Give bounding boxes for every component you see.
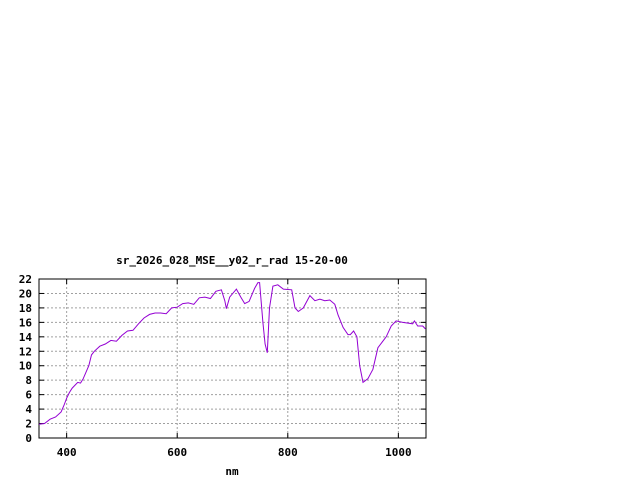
y-tick-label: 10 (19, 360, 32, 373)
plot-frame (38, 278, 427, 439)
x-tick-label: 600 (167, 446, 187, 459)
y-tick-label: 20 (19, 287, 32, 300)
y-tick-label: 22 (19, 273, 32, 286)
ticks (39, 278, 426, 439)
y-tick-label: 2 (25, 418, 32, 431)
grid (39, 279, 426, 438)
y-tick-label: 8 (25, 374, 32, 387)
series-line (38, 282, 426, 425)
x-tick-labels: 400 600 800 1000 (57, 446, 412, 459)
y-tick-label: 4 (25, 403, 32, 416)
x-tick-label: 1000 (385, 446, 412, 459)
x-axis-label: nm (225, 465, 239, 478)
x-tick-label: 400 (57, 446, 77, 459)
y-tick-label: 0 (25, 432, 32, 445)
y-tick-label: 6 (25, 389, 32, 402)
y-tick-label: 12 (19, 345, 32, 358)
y-tick-label: 18 (19, 302, 32, 315)
x-tick-label: 800 (278, 446, 298, 459)
y-tick-label: 14 (19, 331, 33, 344)
chart-title: sr_2026_028_MSE__y02_r_rad 15-20-00 (116, 254, 348, 267)
y-tick-label: 16 (19, 316, 33, 329)
